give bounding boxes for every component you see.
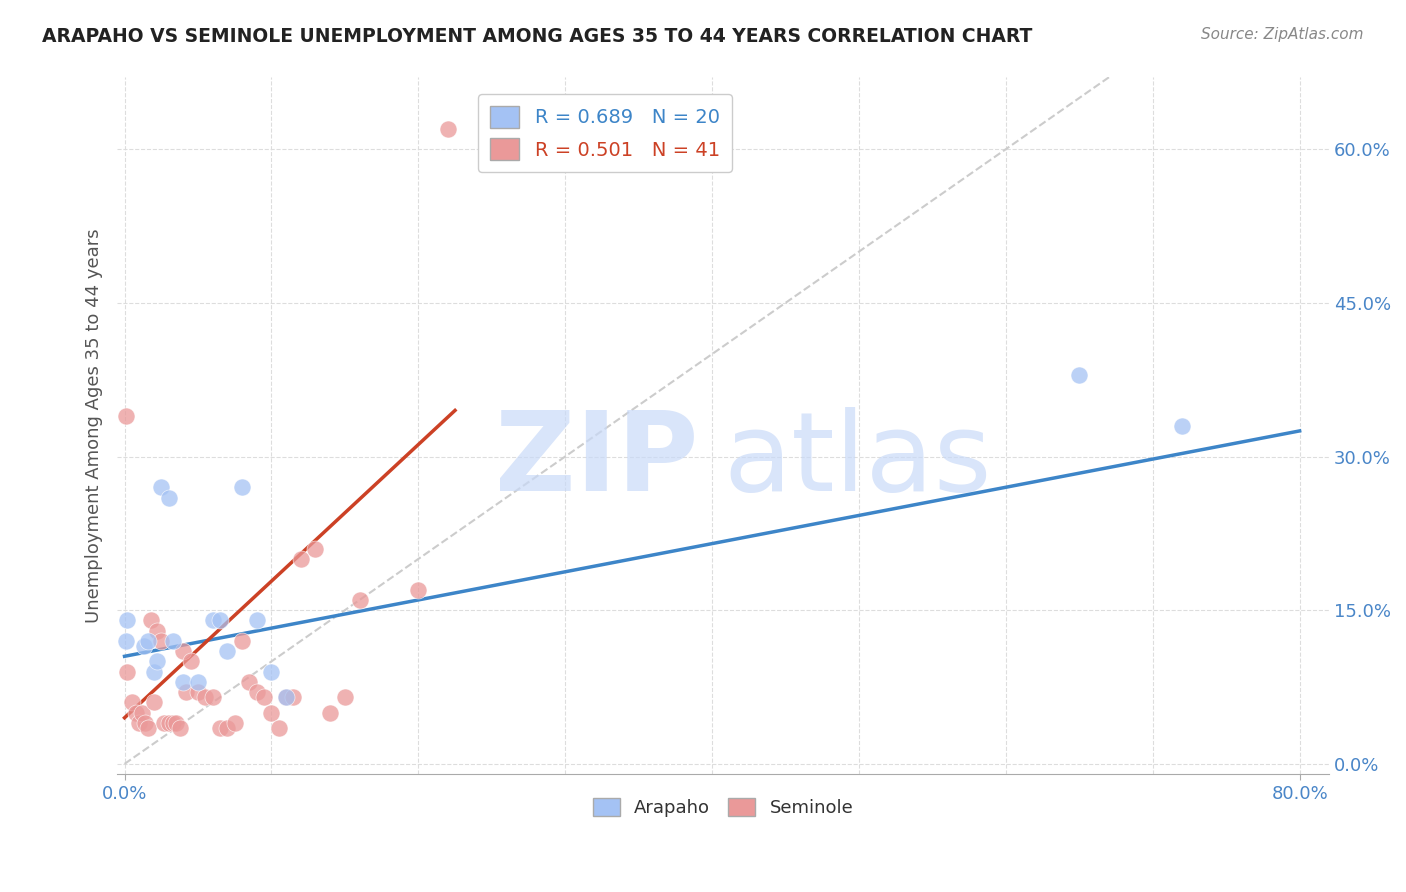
Point	[121, 695, 143, 709]
Point	[115, 409, 138, 423]
Point	[267, 721, 290, 735]
Text: ZIP: ZIP	[495, 407, 699, 514]
Point	[117, 665, 139, 679]
Point	[208, 614, 231, 628]
Point	[231, 634, 253, 648]
Point	[150, 634, 173, 648]
Point	[172, 674, 194, 689]
Point	[283, 690, 305, 705]
Text: Source: ZipAtlas.com: Source: ZipAtlas.com	[1201, 27, 1364, 42]
Text: ARAPAHO VS SEMINOLE UNEMPLOYMENT AMONG AGES 35 TO 44 YEARS CORRELATION CHART: ARAPAHO VS SEMINOLE UNEMPLOYMENT AMONG A…	[42, 27, 1032, 45]
Point	[157, 491, 180, 505]
Point	[231, 480, 253, 494]
Point	[290, 552, 312, 566]
Point	[157, 715, 180, 730]
Point	[125, 706, 148, 720]
Point	[139, 614, 162, 628]
Point	[128, 715, 150, 730]
Point	[142, 665, 165, 679]
Point	[201, 690, 224, 705]
Point	[174, 685, 197, 699]
Point	[1069, 368, 1091, 382]
Point	[172, 644, 194, 658]
Point	[304, 541, 326, 556]
Point	[260, 706, 283, 720]
Point	[142, 695, 165, 709]
Point	[246, 685, 269, 699]
Point	[187, 685, 209, 699]
Point	[136, 634, 159, 648]
Point	[134, 715, 156, 730]
Point	[162, 715, 184, 730]
Point	[115, 634, 138, 648]
Point	[208, 721, 231, 735]
Point	[217, 721, 239, 735]
Point	[253, 690, 276, 705]
Point	[274, 690, 297, 705]
Y-axis label: Unemployment Among Ages 35 to 44 years: Unemployment Among Ages 35 to 44 years	[86, 228, 103, 624]
Point	[319, 706, 342, 720]
Text: atlas: atlas	[723, 407, 991, 514]
Point	[274, 690, 297, 705]
Point	[146, 624, 169, 638]
Point	[217, 644, 239, 658]
Point	[136, 721, 159, 735]
Point	[436, 121, 458, 136]
Point	[224, 715, 246, 730]
Point	[201, 614, 224, 628]
Point	[169, 721, 191, 735]
Point	[246, 614, 269, 628]
Point	[131, 706, 153, 720]
Point	[165, 715, 187, 730]
Point	[333, 690, 356, 705]
Point	[194, 690, 217, 705]
Legend: Arapaho, Seminole: Arapaho, Seminole	[585, 790, 860, 824]
Point	[1171, 418, 1194, 433]
Point	[260, 665, 283, 679]
Point	[146, 655, 169, 669]
Point	[162, 634, 184, 648]
Point	[238, 674, 260, 689]
Point	[150, 480, 173, 494]
Point	[349, 593, 371, 607]
Point	[132, 639, 155, 653]
Point	[153, 715, 176, 730]
Point	[408, 582, 430, 597]
Point	[187, 674, 209, 689]
Point	[180, 655, 202, 669]
Point	[117, 614, 139, 628]
